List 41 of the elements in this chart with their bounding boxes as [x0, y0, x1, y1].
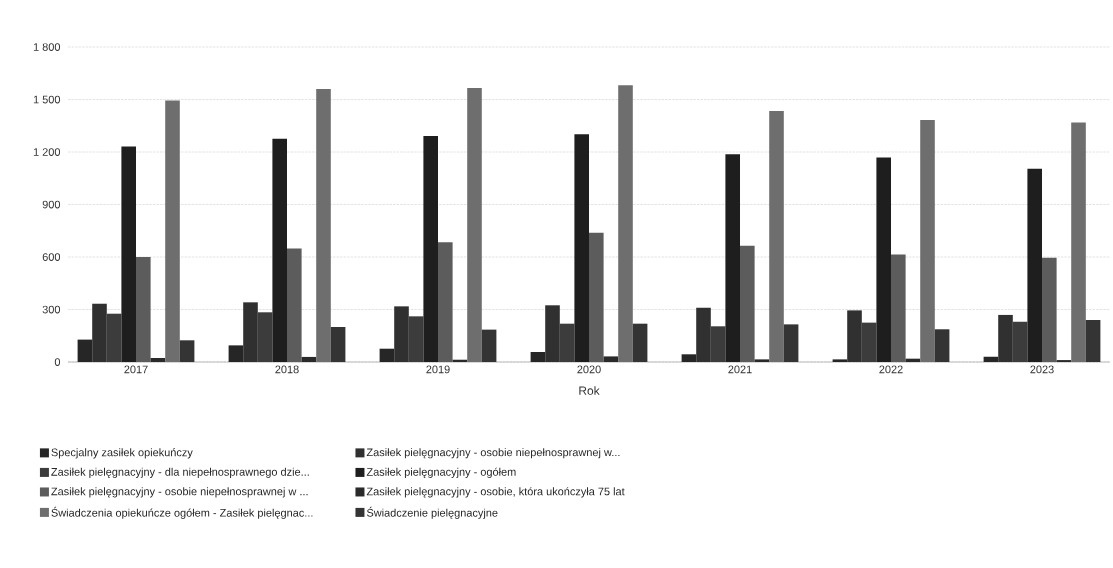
bar: [876, 157, 891, 362]
bar: [272, 138, 287, 362]
bar: [301, 356, 317, 362]
bar: [574, 134, 589, 362]
x-tick-label: 2021: [728, 365, 752, 374]
bar: [179, 340, 195, 362]
x-tick-label: 2017: [124, 365, 148, 374]
bar: [725, 154, 740, 362]
legend-label: Zasiłek pielęgnacyjny - osobie niepełnosprawnej w...: [366, 448, 620, 459]
bar: [330, 327, 346, 362]
legend-label: Zasiłek pielęgnacyjny - osobie niepełnosprawnej w ...: [51, 487, 308, 498]
x-tick-label: 2022: [879, 365, 903, 374]
legend-label: Zasiłek pielęgnacyjny - osobie, która ukończyła 75 lat: [366, 487, 625, 498]
y-tick-label: 1 500: [33, 95, 61, 104]
x-tick-label: 2020: [577, 365, 601, 374]
y-tick-label: 0: [54, 358, 61, 366]
legend-label: Zasiłek pielęgnacyjny - dla niepełnosprawnego dzie...: [51, 467, 309, 478]
bar: [754, 359, 770, 362]
x-tick-label: 2023: [1030, 365, 1054, 374]
y-tick-label: 1 800: [33, 43, 61, 51]
bar: [1027, 168, 1043, 362]
y-tick-label: 300: [42, 305, 61, 314]
y-tick-label: 1 200: [33, 148, 61, 156]
legend-label: Świadczenia opiekuńcze ogółem - Zasiłek pielęgnac...: [51, 506, 313, 519]
y-tick-label: 600: [42, 253, 61, 261]
bar: [150, 357, 166, 362]
legend-label: Specjalny zasiłek opiekuńczy: [51, 448, 193, 459]
x-axis-title: Rok: [579, 386, 600, 395]
bar: [603, 356, 619, 362]
y-tick-label: 900: [42, 200, 61, 209]
bar: [481, 329, 497, 362]
legend-label: Zasiłek pielęgnacyjny - ogółem: [366, 467, 516, 478]
bar: [632, 323, 648, 362]
bar: [423, 136, 438, 362]
x-tick-label: 2019: [426, 365, 450, 374]
x-tick-label: 2018: [275, 365, 299, 374]
bar: [783, 324, 799, 362]
bar: [934, 329, 950, 362]
bar: [121, 146, 136, 362]
legend-label: Świadczenie pielęgnacyjne: [366, 506, 498, 519]
bar: [1085, 320, 1101, 362]
